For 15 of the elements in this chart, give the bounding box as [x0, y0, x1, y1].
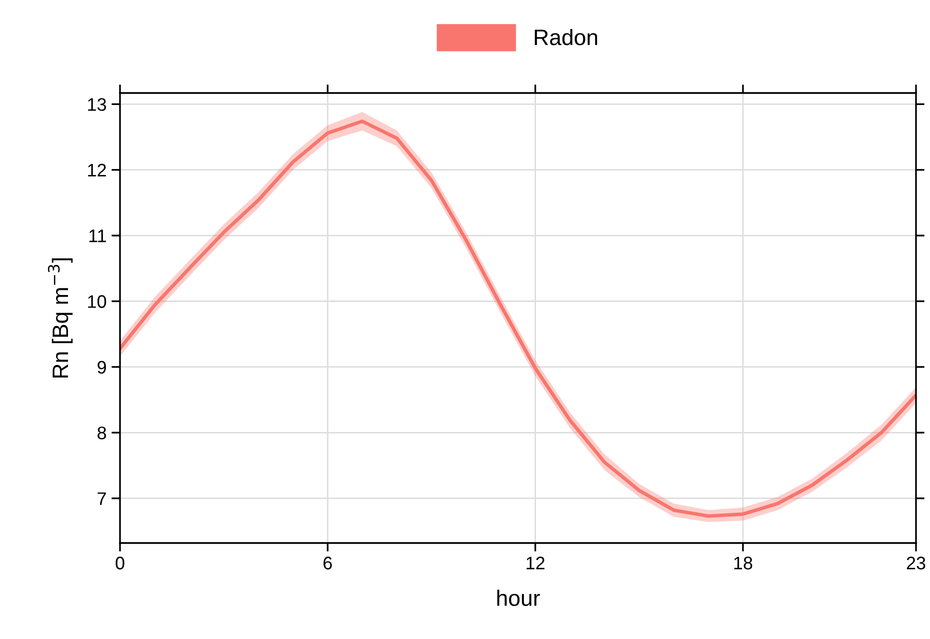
x-tick-label: 0: [116, 556, 124, 570]
y-tick-label: 7: [98, 492, 106, 505]
y-tick-label: 13: [88, 98, 106, 111]
x-axis-title: hour: [497, 590, 540, 606]
x-tick-label: 23: [906, 556, 926, 570]
x-tick-label: 6: [324, 556, 332, 570]
x-tick-label: 12: [526, 556, 544, 570]
y-tick-label: 12: [88, 164, 106, 176]
y-tick-label: 11: [89, 230, 106, 242]
legend-label: Radon: [534, 28, 598, 46]
y-tick-label: 9: [98, 360, 106, 374]
y-axis-title: Rn [Bq m$^{−3}$]: [48, 258, 73, 378]
x-tick-label: 18: [734, 556, 752, 570]
y-tick-label: 8: [98, 426, 106, 440]
y-tick-label: 10: [88, 295, 106, 308]
